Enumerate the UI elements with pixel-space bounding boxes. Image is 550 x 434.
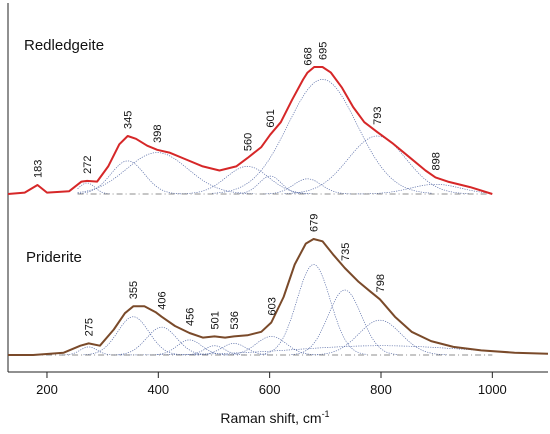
sample-label-redledgeite: Redledgeite	[24, 37, 104, 54]
peak-label: 275	[84, 318, 96, 336]
x-axis-title-superscript: -1	[322, 409, 330, 419]
fit-component-curve	[284, 135, 470, 195]
x-tick-label: 800	[370, 382, 392, 397]
x-axis-ticks: 200 400 600 800 1000	[36, 372, 507, 397]
fit-component-curve	[77, 182, 112, 195]
peak-label: 603	[266, 297, 278, 315]
peak-label: 695	[318, 42, 330, 60]
peak-label: 355	[128, 281, 140, 299]
fit-component-curve	[77, 160, 182, 195]
fit-component-curve	[212, 79, 433, 194]
peak-label: 601	[265, 109, 277, 127]
peak-label: 793	[372, 107, 384, 125]
peak-label: 501	[210, 311, 222, 329]
fit-component-curve	[179, 166, 315, 195]
peak-labels: 183 272 345 398 560 601 668 695 793 898 275 355 406 4…	[33, 42, 443, 337]
peak-label: 798	[375, 274, 387, 292]
fit-component-curve	[113, 345, 493, 356]
spectrum-envelope	[8, 238, 549, 356]
peak-label: 398	[152, 124, 164, 142]
peak-label: 456	[184, 308, 196, 326]
fit-component-curve	[83, 316, 183, 356]
fit-component-curve	[150, 339, 229, 356]
fit-components	[61, 79, 493, 356]
x-axis-title-text: Raman shift, cm	[220, 410, 321, 426]
peak-label: 679	[309, 214, 321, 232]
fit-component-curve	[234, 175, 306, 195]
peak-label: 560	[242, 133, 254, 151]
peak-label: 272	[82, 156, 94, 174]
fit-component-curve	[113, 326, 210, 356]
peak-label: 668	[303, 47, 315, 65]
fit-component-curve	[263, 178, 352, 195]
x-tick-label: 600	[259, 382, 281, 397]
peak-label: 735	[340, 243, 352, 261]
peak-label: 536	[229, 311, 241, 329]
spectrum-envelope	[7, 66, 493, 195]
fit-component-curve	[355, 183, 493, 195]
x-tick-label: 1000	[478, 382, 507, 397]
peak-label: 183	[33, 160, 45, 178]
peak-label: 406	[157, 291, 169, 309]
plot-frame	[7, 3, 548, 373]
fit-component-curve	[223, 336, 320, 356]
sample-label-priderite: Priderite	[26, 249, 82, 266]
x-tick-label: 200	[36, 382, 58, 397]
x-tick-label: 400	[147, 382, 169, 397]
baselines	[33, 193, 493, 356]
fit-component-curve	[312, 319, 447, 356]
peak-label: 898	[431, 152, 443, 170]
fit-component-curve	[260, 264, 368, 355]
fit-component-curve	[291, 289, 399, 355]
spectra	[7, 66, 549, 356]
fit-component-curve	[182, 345, 246, 356]
peak-label: 345	[123, 111, 135, 129]
x-axis-title: Raman shift, cm-1	[220, 409, 329, 426]
